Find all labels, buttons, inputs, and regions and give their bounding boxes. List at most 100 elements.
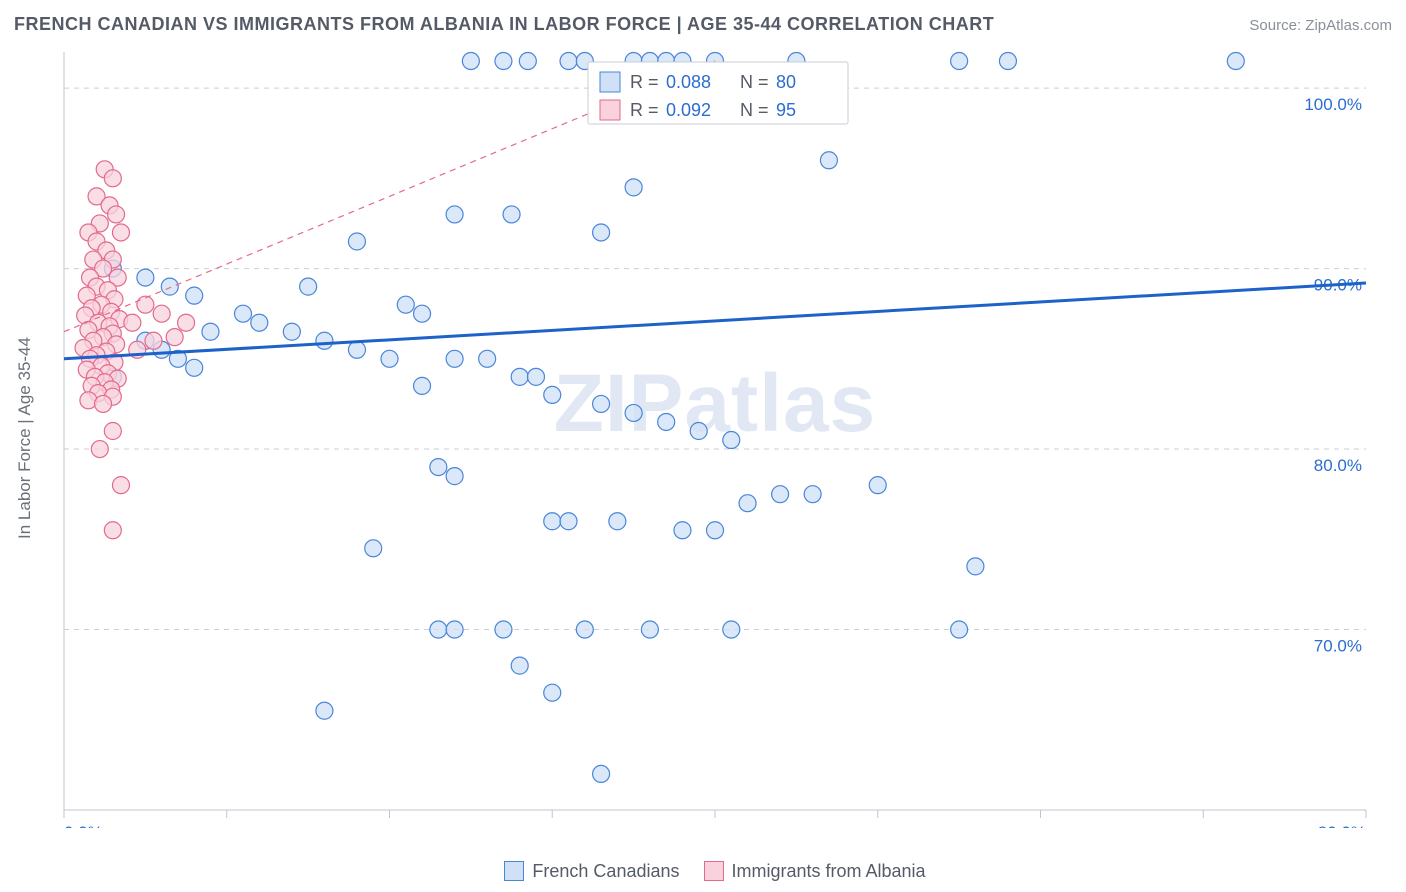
legend-n-label: N = [740,72,769,92]
data-point-immigrants_albania [91,441,108,458]
y-tick-label: 70.0% [1314,637,1362,656]
data-point-immigrants_albania [145,332,162,349]
data-point-french_canadians [365,540,382,557]
data-point-french_canadians [397,296,414,313]
data-point-french_canadians [593,765,610,782]
data-point-french_canadians [593,224,610,241]
data-point-french_canadians [658,413,675,430]
scatter-plot-svg: 70.0%80.0%90.0%100.0%0.0%80.0%ZIPatlasR … [50,48,1380,828]
data-point-immigrants_albania [124,314,141,331]
data-point-french_canadians [951,53,968,70]
data-point-french_canadians [381,350,398,367]
data-point-french_canadians [186,287,203,304]
data-point-french_canadians [593,395,610,412]
chart-title: FRENCH CANADIAN VS IMMIGRANTS FROM ALBAN… [14,14,994,35]
data-point-immigrants_albania [137,296,154,313]
data-point-french_canadians [414,377,431,394]
data-point-french_canadians [641,621,658,638]
data-point-french_canadians [625,179,642,196]
data-point-immigrants_albania [104,522,121,539]
data-point-french_canadians [804,486,821,503]
data-point-french_canadians [161,278,178,295]
data-point-french_canadians [951,621,968,638]
data-point-french_canadians [820,152,837,169]
data-point-french_canadians [625,404,642,421]
data-point-french_canadians [1227,53,1244,70]
legend-top: R = 0.088 N = 80 R = 0.092 N = 95 [588,62,848,124]
data-point-immigrants_albania [104,170,121,187]
data-point-french_canadians [446,621,463,638]
x-tick-label: 80.0% [1318,823,1366,828]
data-point-french_canadians [348,341,365,358]
source-attribution: Source: ZipAtlas.com [1249,17,1392,34]
data-point-french_canadians [723,621,740,638]
data-point-immigrants_albania [112,224,129,241]
data-point-french_canadians [235,305,252,322]
legend-n-value: 95 [776,100,796,120]
data-point-french_canadians [967,558,984,575]
bottom-legend: French Canadians Immigrants from Albania [0,861,1406,882]
data-point-french_canadians [137,269,154,286]
data-point-french_canadians [519,53,536,70]
legend-label-french_canadians: French Canadians [532,861,679,881]
data-point-french_canadians [707,522,724,539]
data-point-french_canadians [316,702,333,719]
data-point-french_canadians [300,278,317,295]
data-point-immigrants_albania [108,206,125,223]
legend-swatch [600,100,620,120]
data-point-french_canadians [544,513,561,530]
data-point-french_canadians [495,53,512,70]
data-point-immigrants_albania [166,329,183,346]
legend-n-label: N = [740,100,769,120]
y-axis-label: In Labor Force | Age 35-44 [15,337,35,539]
legend-n-value: 80 [776,72,796,92]
data-point-french_canadians [414,305,431,322]
legend-swatch-immigrants_albania [704,861,724,881]
data-point-french_canadians [739,495,756,512]
data-point-french_canadians [723,432,740,449]
data-point-immigrants_albania [153,305,170,322]
data-point-french_canadians [202,323,219,340]
data-point-french_canadians [527,368,544,385]
data-point-french_canadians [430,621,447,638]
data-point-french_canadians [511,368,528,385]
data-point-french_canadians [544,386,561,403]
x-tick-label: 0.0% [64,823,103,828]
data-point-french_canadians [251,314,268,331]
data-point-french_canadians [560,513,577,530]
data-point-french_canadians [869,477,886,494]
data-point-french_canadians [462,53,479,70]
data-point-french_canadians [446,350,463,367]
data-point-immigrants_albania [178,314,195,331]
source-link[interactable]: ZipAtlas.com [1305,17,1392,34]
data-point-french_canadians [503,206,520,223]
data-point-french_canadians [609,513,626,530]
data-point-french_canadians [674,522,691,539]
legend-r-label: R = [630,72,659,92]
legend-swatch-french_canadians [504,861,524,881]
data-point-french_canadians [544,684,561,701]
legend-r-label: R = [630,100,659,120]
data-point-french_canadians [576,621,593,638]
data-point-french_canadians [479,350,496,367]
data-point-french_canadians [186,359,203,376]
data-point-immigrants_albania [112,477,129,494]
data-point-french_canadians [511,657,528,674]
y-axis-label-wrap: In Labor Force | Age 35-44 [0,48,50,828]
legend-label-immigrants_albania: Immigrants from Albania [732,861,926,881]
data-point-french_canadians [446,468,463,485]
legend-swatch [600,72,620,92]
data-point-french_canadians [283,323,300,340]
data-point-immigrants_albania [104,423,121,440]
legend-r-value: 0.088 [666,72,711,92]
data-point-french_canadians [348,233,365,250]
data-point-french_canadians [495,621,512,638]
data-point-french_canadians [430,459,447,476]
data-point-french_canadians [316,332,333,349]
chart-header: FRENCH CANADIAN VS IMMIGRANTS FROM ALBAN… [14,14,1392,35]
data-point-french_canadians [772,486,789,503]
data-point-french_canadians [999,53,1016,70]
legend-r-value: 0.092 [666,100,711,120]
data-point-french_canadians [446,206,463,223]
plot-area: 70.0%80.0%90.0%100.0%0.0%80.0%ZIPatlasR … [50,48,1380,828]
